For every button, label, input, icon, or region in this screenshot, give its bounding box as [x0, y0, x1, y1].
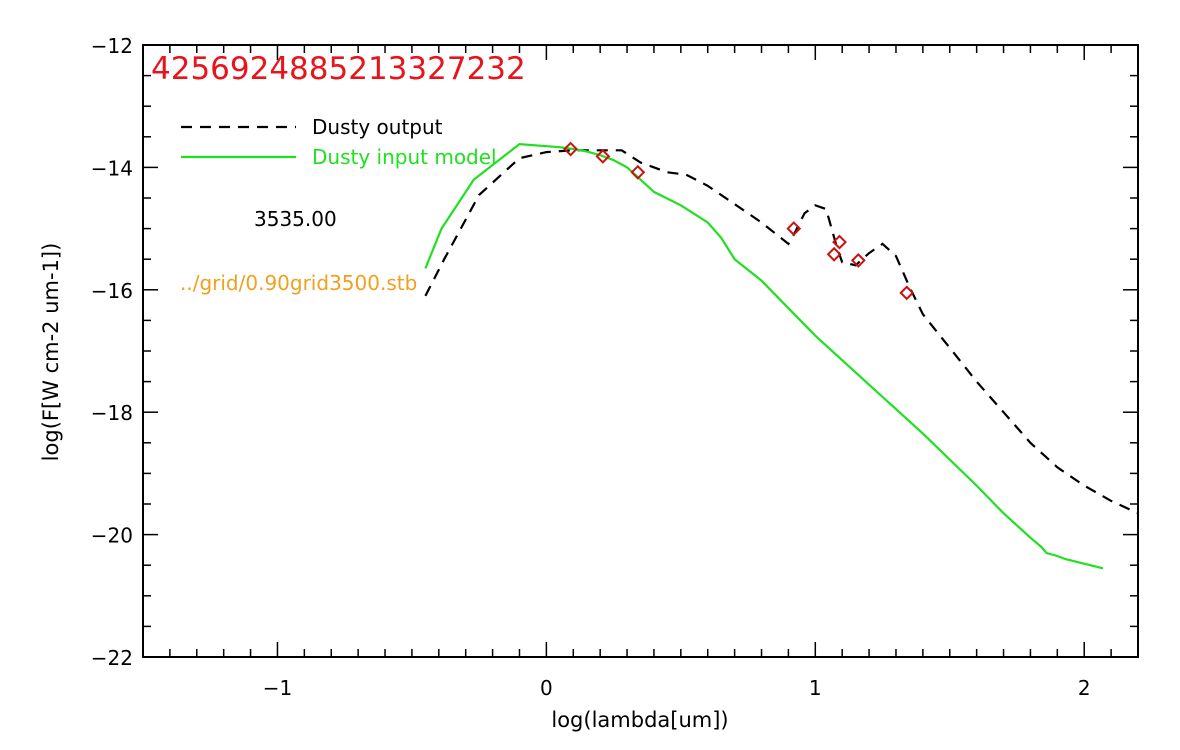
- y-tick-label: −16: [91, 279, 133, 303]
- observed-point: [826, 246, 842, 262]
- y-tick-label: −12: [91, 34, 133, 58]
- legend: Dusty output Dusty input model: [181, 115, 497, 169]
- x-tick-label: 2: [1078, 676, 1091, 700]
- x-axis-label: log(lambda[um]): [551, 708, 728, 732]
- x-tick-label: −1: [263, 676, 292, 700]
- plot-frame: [142, 44, 1139, 658]
- x-tick-label: 1: [809, 676, 822, 700]
- observed-point: [563, 141, 578, 157]
- observed-markers: [563, 141, 915, 301]
- observed-point: [786, 221, 802, 237]
- dusty-output-line: [424, 149, 1139, 515]
- y-tick-label: −20: [91, 524, 133, 548]
- observed-point: [832, 234, 847, 250]
- x-tick-labels: −1 0 1 2: [263, 676, 1091, 700]
- y-axis-label: log(F[W cm-2 um-1]): [39, 243, 63, 462]
- legend-label-output: Dusty output: [312, 115, 443, 139]
- chart-title: 4256924885213327232: [151, 51, 526, 87]
- y-tick-label: −18: [91, 401, 133, 425]
- dusty-input-line: [424, 142, 1104, 570]
- observed-point: [899, 285, 915, 301]
- y-tick-label: −22: [91, 646, 133, 670]
- observed-point: [595, 148, 611, 164]
- series-layer: [424, 142, 1139, 570]
- grid-file-annotation: ../grid/0.90grid3500.stb: [180, 271, 417, 295]
- y-tick-label: −14: [91, 156, 133, 180]
- x-tick-label: 0: [540, 676, 553, 700]
- observed-point: [850, 253, 866, 268]
- temperature-annotation: 3535.00: [254, 207, 337, 231]
- axis-ticks: [142, 44, 1139, 658]
- legend-label-input: Dusty input model: [312, 145, 497, 169]
- y-tick-labels: −22 −20 −18 −16 −14 −12: [91, 34, 133, 670]
- observed-point: [630, 164, 646, 180]
